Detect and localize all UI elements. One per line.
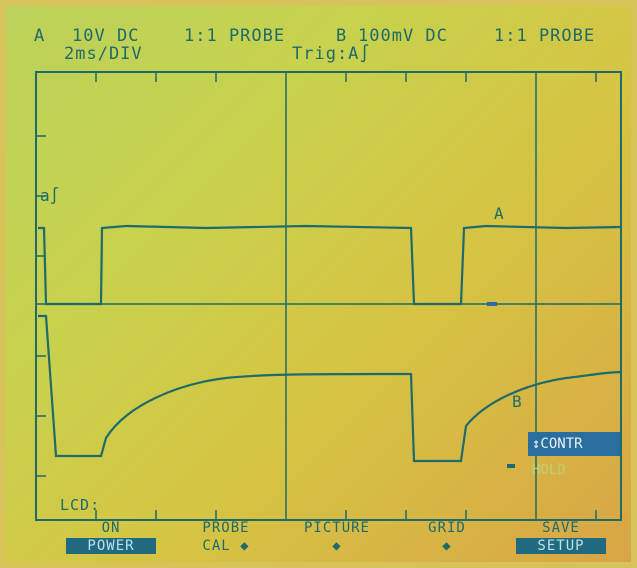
softkey-power-button[interactable]: POWER bbox=[66, 538, 156, 554]
graticule-left-ticks bbox=[36, 135, 46, 477]
timebase: 2ms/DIV bbox=[64, 44, 143, 64]
trace-a-label: A bbox=[494, 204, 504, 223]
lcd-status-label: LCD: bbox=[60, 496, 101, 514]
softkey-save-top[interactable]: SAVE bbox=[542, 520, 580, 536]
channel-b-probe: 1:1 PROBE bbox=[494, 26, 596, 46]
waveform-display bbox=[35, 71, 622, 521]
graticule-frame bbox=[35, 71, 622, 521]
channel-b-volts: 100mV DC bbox=[358, 26, 448, 46]
trace-b-level-marker bbox=[507, 464, 515, 468]
softkey-picture-button[interactable]: ◆ bbox=[332, 538, 342, 554]
trace-b-waveform bbox=[38, 314, 622, 463]
trigger-setting: Trig:A∫ bbox=[292, 44, 371, 64]
trigger-marker: a∫ bbox=[40, 186, 60, 205]
hold-menu-item[interactable]: HOLD bbox=[532, 462, 566, 478]
trace-b-ground-marker bbox=[487, 302, 497, 306]
contrast-menu-item[interactable]: ↕CONTR bbox=[528, 432, 620, 456]
softkey-probe-cal-button[interactable]: CAL ◆ bbox=[202, 538, 250, 554]
channel-a-label: A bbox=[34, 26, 46, 46]
softkey-power-top[interactable]: ON bbox=[101, 520, 121, 536]
softkey-save-setup-button[interactable]: SETUP bbox=[516, 538, 606, 554]
channel-a-volts: 10V DC bbox=[72, 26, 140, 46]
softkey-grid-button[interactable]: ◆ bbox=[442, 538, 452, 554]
channel-b-label: B bbox=[336, 26, 348, 46]
softkey-probe-top[interactable]: PROBE bbox=[202, 520, 250, 536]
softkey-grid-top[interactable]: GRID bbox=[428, 520, 466, 536]
softkey-picture-top[interactable]: PICTURE bbox=[303, 520, 370, 536]
trace-a-waveform bbox=[38, 224, 622, 306]
trace-b-label: B bbox=[512, 392, 522, 411]
channel-a-probe: 1:1 PROBE bbox=[184, 26, 286, 46]
graticule-top-ticks bbox=[95, 72, 597, 82]
graticule-bottom-ticks bbox=[95, 510, 597, 520]
